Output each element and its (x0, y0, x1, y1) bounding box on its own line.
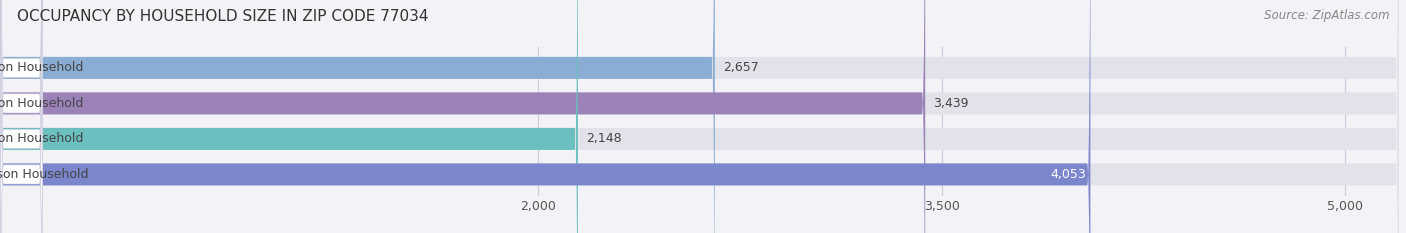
Text: 2,657: 2,657 (723, 62, 759, 74)
Text: 4+ Person Household: 4+ Person Household (0, 168, 89, 181)
FancyBboxPatch shape (0, 0, 925, 233)
FancyBboxPatch shape (0, 0, 42, 233)
FancyBboxPatch shape (0, 0, 42, 233)
FancyBboxPatch shape (0, 0, 42, 233)
FancyBboxPatch shape (0, 0, 42, 233)
Text: 2,148: 2,148 (586, 132, 621, 145)
Text: Source: ZipAtlas.com: Source: ZipAtlas.com (1264, 9, 1389, 22)
Text: 3-Person Household: 3-Person Household (0, 132, 83, 145)
Text: 4,053: 4,053 (1050, 168, 1087, 181)
FancyBboxPatch shape (0, 0, 578, 233)
Text: 2-Person Household: 2-Person Household (0, 97, 83, 110)
FancyBboxPatch shape (0, 0, 1091, 233)
Text: 1-Person Household: 1-Person Household (0, 62, 83, 74)
Text: 3,439: 3,439 (934, 97, 969, 110)
Text: OCCUPANCY BY HOUSEHOLD SIZE IN ZIP CODE 77034: OCCUPANCY BY HOUSEHOLD SIZE IN ZIP CODE … (17, 9, 429, 24)
FancyBboxPatch shape (0, 0, 714, 233)
